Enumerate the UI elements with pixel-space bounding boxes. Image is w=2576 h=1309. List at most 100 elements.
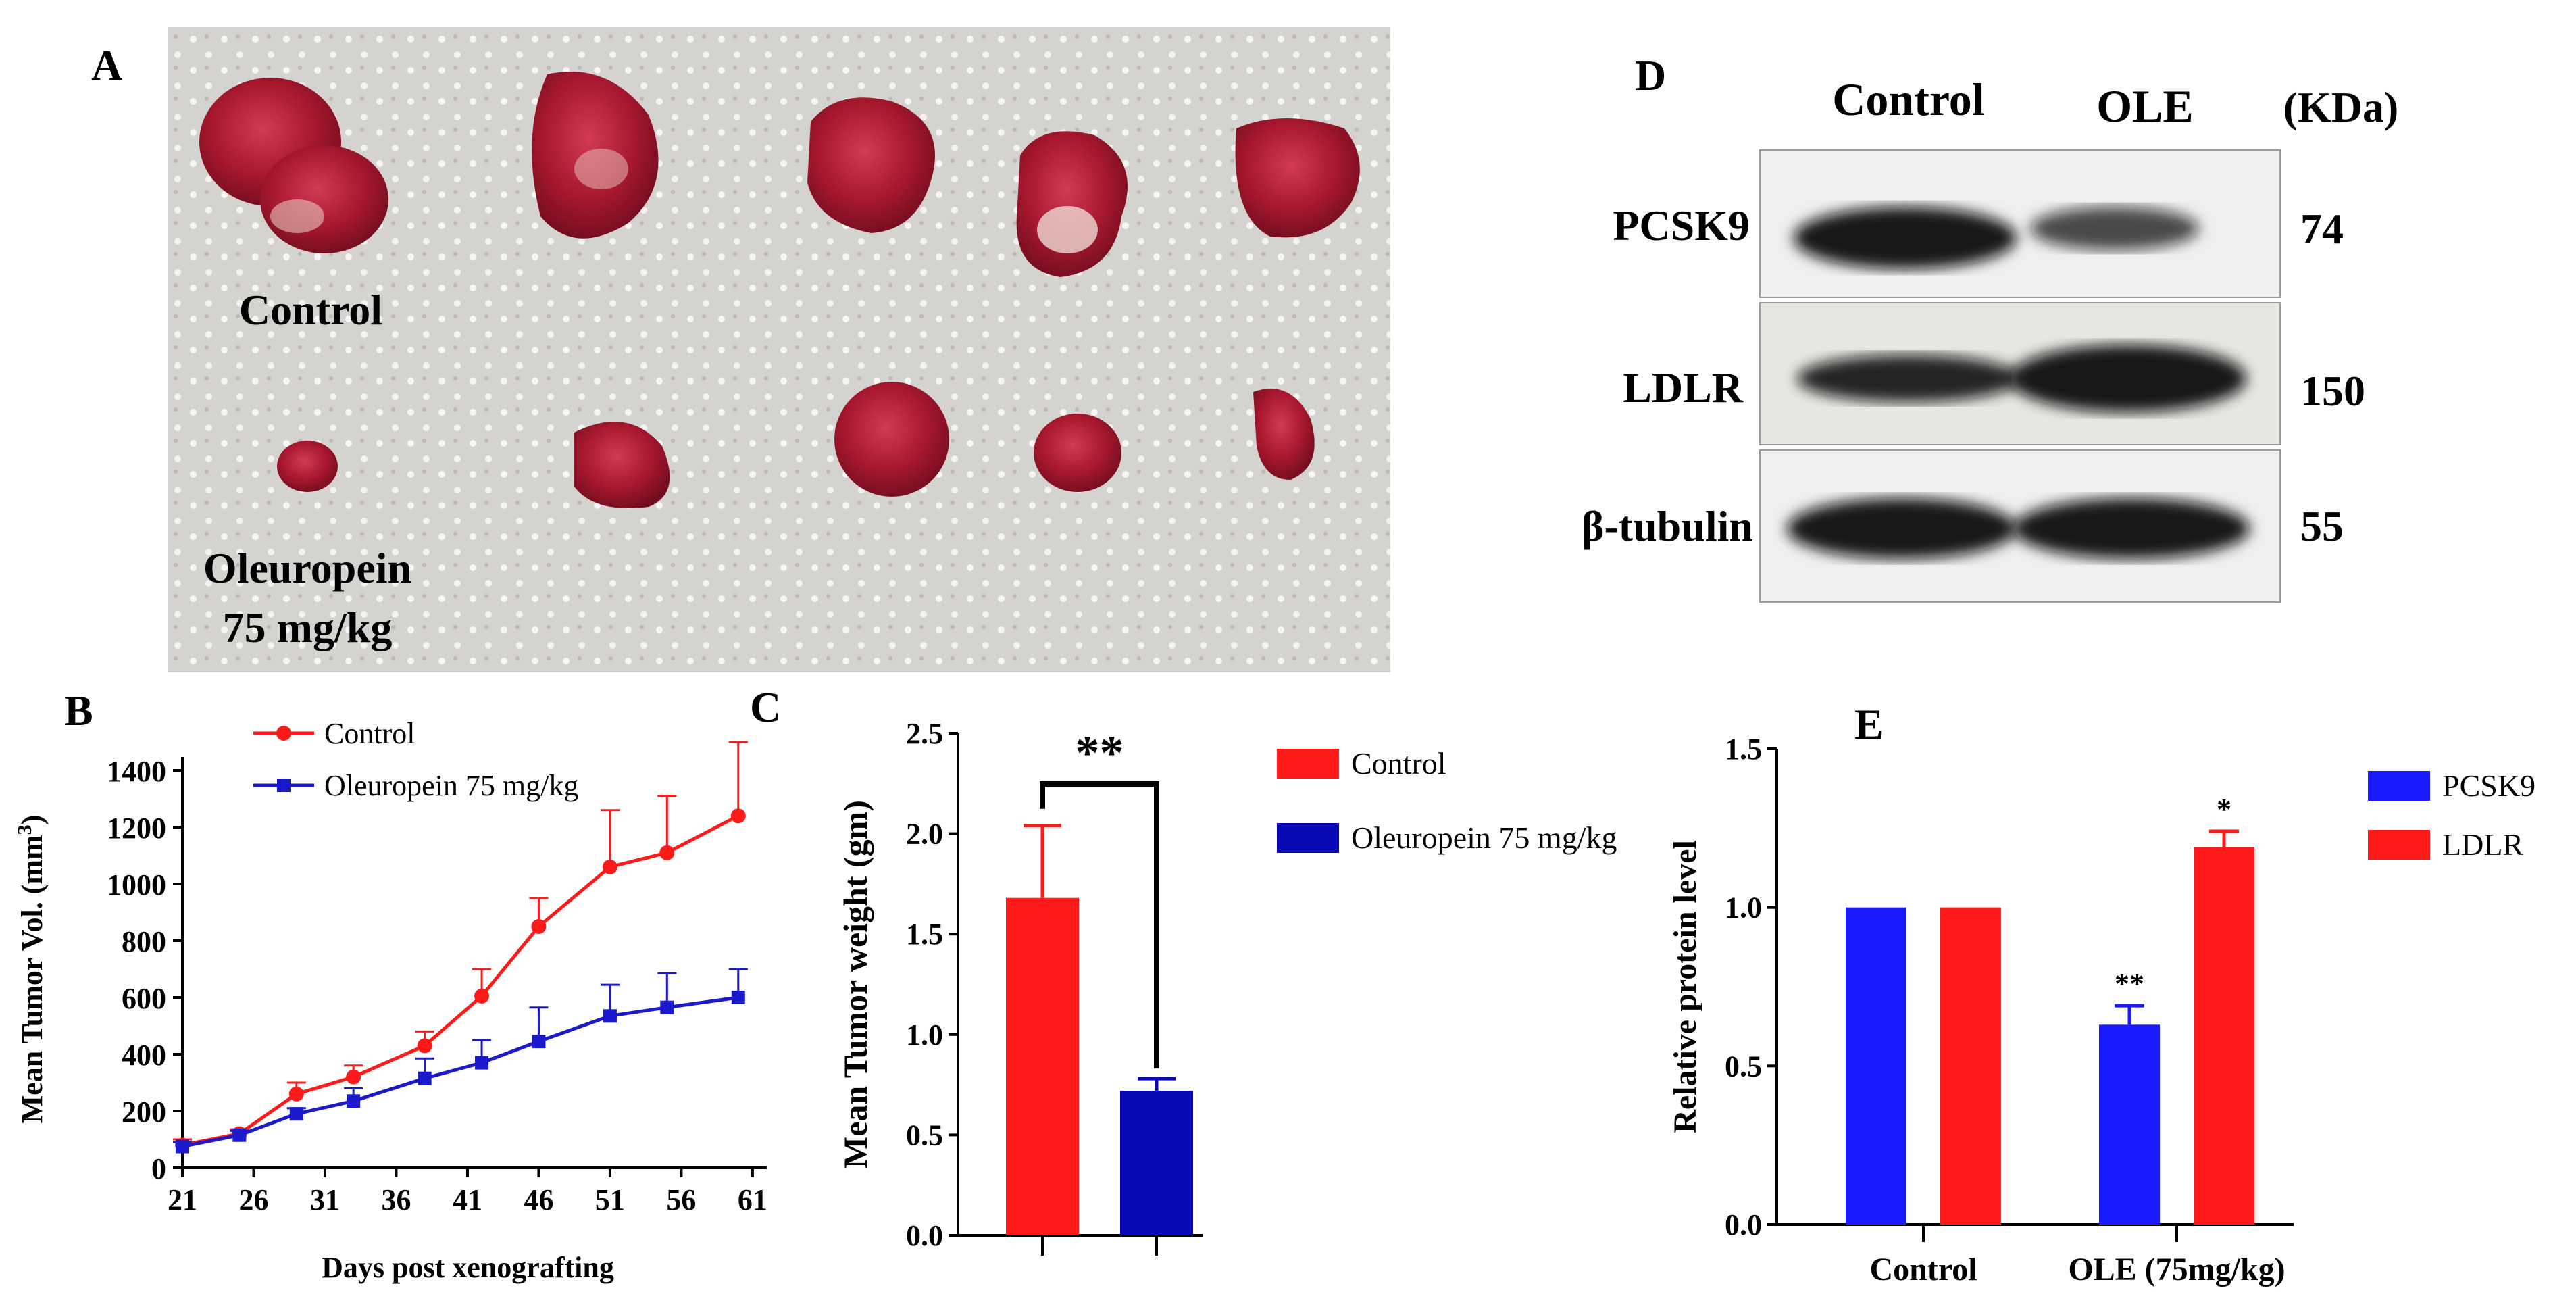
band-ole [2013,498,2250,559]
legend-label: Oleuropein 75 mg/kg [324,769,578,802]
data-point [288,1086,304,1102]
blot-row-ldlr: LDLR 150 [1623,302,2365,445]
y-tick-label: 1.5 [1725,733,1762,766]
y-axis-title: Mean Tumor Vol. (mm3) [14,815,49,1124]
y-tick-label: 1000 [107,868,166,902]
series-1 [173,968,748,1154]
y-axis-title-main: Mean Tumor Vol. (mm [16,835,49,1123]
legend-swatch [2368,830,2430,860]
blot-row-tubulin: β-tubulin 55 [1582,449,2344,603]
y-tick-label: 400 [122,1039,166,1072]
tumor-control-5 [1235,118,1360,238]
x-tick-label: OLE (75mg/kg) [2068,1252,2285,1287]
band-control [1797,355,2020,402]
tumor-control-3 [807,97,935,233]
x-tick-label: 36 [381,1183,411,1216]
panel-label-b: B [64,687,93,735]
legend-swatch [2368,771,2430,801]
data-point [176,1139,189,1154]
y-axis-title: Relative protein level [1667,840,1703,1133]
x-tick-label: 21 [168,1183,197,1216]
bar [2099,1024,2160,1225]
blot-col-ole: OLE [2096,80,2194,132]
tumor-control-1 [199,78,388,253]
legend-swatch [1277,749,1339,779]
bar [1846,907,1906,1225]
data-point [602,859,617,874]
bar [1940,907,2001,1225]
data-point [232,1128,247,1142]
data-point [475,1056,489,1070]
panel-label-c: C [750,683,782,731]
tumor-ole-4 [1034,414,1121,492]
data-point [730,808,746,824]
band-ole [2010,345,2246,412]
data-point [532,1035,546,1049]
panel-label-a: A [91,41,123,89]
significance-label: ** [1076,726,1124,780]
tumor-ole-5 [1253,389,1315,480]
bar [1120,1091,1193,1235]
blot-row-pcsk9: PCSK9 74 [1613,149,2344,298]
blot-label: β-tubulin [1582,502,1753,550]
x-tick-label: 46 [524,1183,553,1216]
legend-label: LDLR [2442,827,2523,862]
legend-label: PCSK9 [2442,768,2535,803]
legend-marker [277,779,291,792]
blot-label: PCSK9 [1613,201,1750,249]
y-tick-label: 1.0 [1725,891,1762,924]
tumor-control-4 [1016,131,1128,277]
y-tick-label: 800 [122,925,166,958]
data-point [531,919,547,934]
x-tick-label: 41 [453,1183,482,1216]
legend-swatch [1277,823,1339,853]
significance-label: * [2217,793,2231,826]
y-tick-label: 0.5 [906,1118,943,1152]
legend-label: Control [324,717,415,750]
data-point [347,1094,361,1108]
data-point [659,845,675,860]
data-point [289,1107,303,1121]
significance-label: ** [2115,967,2144,1000]
data-point [474,988,490,1004]
tumor-ole-1 [277,441,338,492]
blot-kda: 150 [2300,367,2365,415]
band-control [1794,207,2017,269]
paper-towel-texture [168,27,1390,672]
y-tick-label: 2.0 [906,818,943,851]
x-tick-label: 56 [666,1183,696,1216]
photo-label-dose: 75 mg/kg [223,603,393,651]
tumor-ole-3 [834,382,949,497]
data-point [660,1000,674,1014]
y-axis-title-end: ) [16,815,49,825]
y-axis-title-sup: 3 [14,824,36,835]
data-point [417,1038,432,1054]
y-tick-label: 2.5 [906,717,943,750]
y-tick-label: 0 [151,1152,166,1185]
x-axis-title: Days post xenografting [322,1251,614,1284]
panel-label-e: E [1854,700,1884,748]
y-tick-label: 200 [122,1095,166,1129]
blot-kda: 74 [2300,205,2344,253]
x-tick-label: Control [1869,1252,1977,1287]
series-line [182,814,739,1147]
x-tick-label: 51 [595,1183,625,1216]
y-tick-label: 600 [122,982,166,1015]
legend-marker [276,726,291,741]
x-tick-label: 26 [238,1183,268,1216]
data-point [418,1071,432,1085]
bar [2194,847,2254,1225]
legend-label: Control [1351,746,1446,781]
band-control [1787,498,2017,559]
y-tick-label: 1.0 [906,1018,943,1052]
tumor-control-2 [532,72,659,239]
photo-label-control: Control [239,286,382,334]
y-tick-label: 1400 [107,755,166,788]
photo-label-oleuropein: Oleuropein [203,544,411,592]
legend-label: Oleuropein 75 mg/kg [1351,820,1617,855]
y-tick-label: 0.0 [1725,1208,1762,1241]
